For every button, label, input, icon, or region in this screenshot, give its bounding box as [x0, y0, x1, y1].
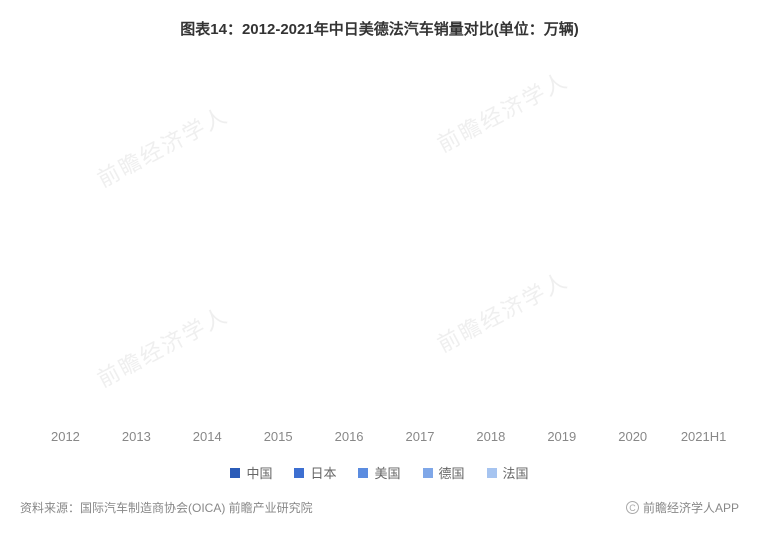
- chart-title: 图表14：2012-2021年中日美德法汽车销量对比(单位：万辆): [0, 0, 759, 39]
- attribution-text: 前瞻经济学人APP: [643, 499, 739, 516]
- x-axis-label: 2016: [314, 429, 385, 444]
- footer: 资料来源：国际汽车制造商协会(OICA) 前瞻产业研究院 C 前瞻经济学人APP: [20, 499, 739, 516]
- legend-item: 中国: [230, 463, 272, 482]
- legend-swatch: [358, 468, 368, 478]
- legend-swatch: [230, 468, 240, 478]
- legend-item: 日本: [294, 463, 336, 482]
- x-axis-label: 2015: [243, 429, 314, 444]
- x-axis-label: 2014: [172, 429, 243, 444]
- x-axis-label: 2017: [385, 429, 456, 444]
- legend-swatch: [423, 468, 433, 478]
- plot-region: [30, 55, 739, 419]
- legend-label: 日本: [310, 463, 336, 482]
- legend: 中国 日本 美国 德国 法国: [0, 463, 759, 482]
- x-axis-label: 2020: [597, 429, 668, 444]
- attribution: C 前瞻经济学人APP: [626, 499, 739, 516]
- legend-label: 德国: [439, 463, 465, 482]
- chart-area: 2012201320142015201620172018201920202021…: [30, 55, 739, 444]
- legend-label: 美国: [374, 463, 400, 482]
- legend-item: 美国: [358, 463, 400, 482]
- x-axis-labels: 2012201320142015201620172018201920202021…: [30, 429, 739, 444]
- x-axis-label: 2012: [30, 429, 101, 444]
- copyright-icon: C: [626, 501, 639, 514]
- legend-label: 中国: [246, 463, 272, 482]
- source-text: 资料来源：国际汽车制造商协会(OICA) 前瞻产业研究院: [20, 499, 313, 516]
- legend-label: 法国: [503, 463, 529, 482]
- x-axis-label: 2018: [455, 429, 526, 444]
- legend-item: 法国: [487, 463, 529, 482]
- legend-swatch: [487, 468, 497, 478]
- x-axis-label: 2013: [101, 429, 172, 444]
- legend-item: 德国: [423, 463, 465, 482]
- x-axis-label: 2019: [526, 429, 597, 444]
- legend-swatch: [294, 468, 304, 478]
- x-axis-label: 2021H1: [668, 429, 739, 444]
